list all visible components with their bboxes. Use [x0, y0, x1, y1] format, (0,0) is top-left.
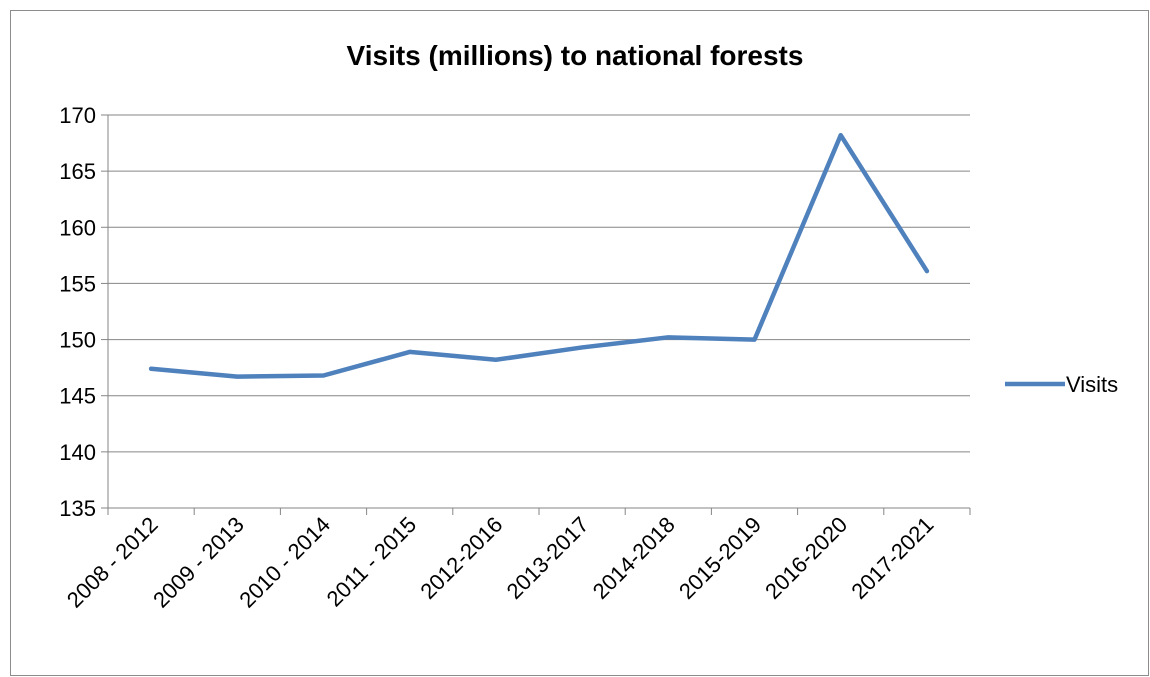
series-line-visits — [148, 132, 930, 379]
data-point — [838, 133, 843, 138]
y-tick-label: 140 — [59, 440, 96, 465]
x-tick-label: 2012-2016 — [415, 512, 507, 604]
data-point — [666, 335, 671, 340]
y-axis-ticks: 135 140 145 150 155 160 165 170 — [59, 103, 108, 521]
chart-frame — [10, 10, 1149, 676]
data-point — [149, 366, 154, 371]
data-point — [924, 269, 929, 274]
x-tick-label: 2017-2021 — [846, 512, 938, 604]
data-point — [580, 345, 585, 350]
y-tick-label: 150 — [59, 328, 96, 353]
x-tick-label: 2016-2020 — [760, 512, 852, 604]
y-tick-label: 165 — [59, 159, 96, 184]
x-tick-label: 2010 - 2014 — [234, 512, 335, 613]
data-point — [493, 357, 498, 362]
y-tick-label: 135 — [59, 496, 96, 521]
data-point — [407, 349, 412, 354]
chart-title: Visits (millions) to national forests — [346, 40, 804, 71]
y-tick-label: 160 — [59, 215, 96, 240]
y-tick-label: 145 — [59, 384, 96, 409]
legend-label: Visits — [1066, 372, 1118, 397]
x-tick-label: 2013-2017 — [502, 512, 594, 604]
x-tick-label: 2008 - 2012 — [62, 512, 163, 613]
x-tick-label: 2009 - 2013 — [148, 512, 249, 613]
data-point — [235, 374, 240, 379]
axes — [107, 115, 970, 509]
legend: Visits — [1005, 372, 1118, 397]
x-tick-label: 2014-2018 — [588, 512, 680, 604]
x-tick-label: 2011 - 2015 — [322, 512, 422, 612]
y-tick-label: 170 — [59, 103, 96, 128]
data-point — [321, 373, 326, 378]
y-tick-label: 155 — [59, 271, 96, 296]
series-layer — [148, 132, 930, 379]
data-point — [752, 337, 757, 342]
x-tick-label: 2015-2019 — [674, 512, 766, 604]
gridlines — [108, 114, 970, 453]
